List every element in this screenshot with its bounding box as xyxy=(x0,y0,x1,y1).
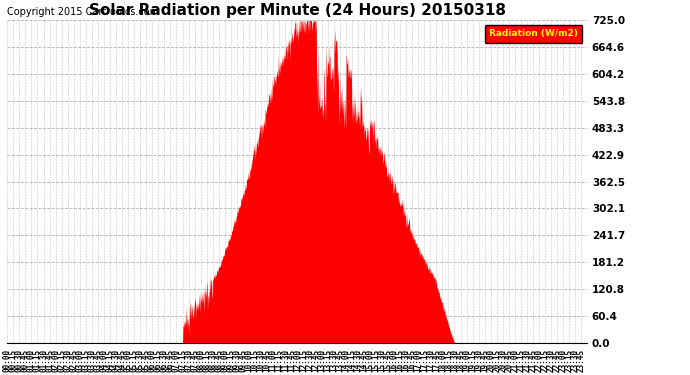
Title: Solar Radiation per Minute (24 Hours) 20150318: Solar Radiation per Minute (24 Hours) 20… xyxy=(88,3,506,18)
Text: Copyright 2015 Cartronics.com: Copyright 2015 Cartronics.com xyxy=(8,7,159,17)
Legend: Radiation (W/m2): Radiation (W/m2) xyxy=(484,25,582,43)
